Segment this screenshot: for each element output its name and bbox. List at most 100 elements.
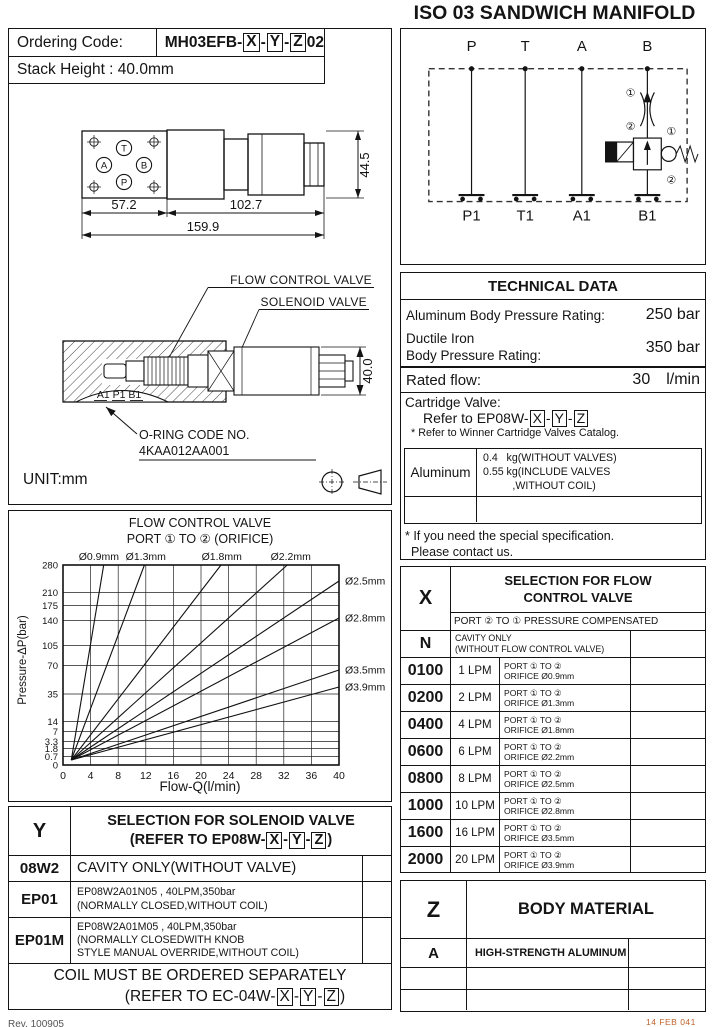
technical-data-box: TECHNICAL DATA Aluminum Body Pressure Ra… (400, 272, 706, 560)
chart-subtitle: PORT ① TO ② (ORIFICE) (126, 532, 274, 546)
flow-table-row: 1600 16 LPM PORT ① TO ② ORIFICE Ø3.5mm (401, 819, 705, 846)
schematic-port-t1: T1 (516, 208, 533, 224)
svg-text:280: 280 (42, 561, 58, 572)
flow-lpm: 16 LPM (451, 820, 500, 846)
svg-text:Ø3.9mm: Ø3.9mm (345, 682, 386, 694)
body-material-empty-row (401, 989, 705, 1010)
section-drawing: FLOW CONTROL VALVE SOLENOID VALVE (62, 273, 375, 461)
solenoid-valve-symbol (605, 137, 699, 171)
flow-lpm: 8 LPM (451, 766, 500, 792)
port-markers (95, 139, 153, 191)
special-spec-note: * If you need the special specification.… (405, 529, 615, 560)
schematic-port-b: B (642, 39, 652, 55)
chart-x-axis-label: Flow-Q(l/min) (159, 779, 241, 794)
solenoid-valve-label: SOLENOID VALVE (261, 295, 367, 309)
flow-desc: PORT ① TO ② ORIFICE Ø0.9mm (500, 658, 631, 684)
flow-desc: PORT ① TO ② ORIFICE Ø1.3mm (500, 685, 631, 711)
circled-2: ② (666, 175, 676, 187)
flow-code: 0800 (401, 766, 451, 792)
svg-text:105: 105 (42, 641, 58, 652)
flow-chart-box: FLOW CONTROL VALVE PORT ① TO ② (ORIFICE)… (8, 510, 392, 802)
body-code-header: Z (401, 881, 467, 938)
port-label-a: A (101, 160, 108, 171)
flow-desc: PORT ① TO ② ORIFICE Ø3.5mm (500, 820, 631, 846)
svg-text:Ø2.8mm: Ø2.8mm (345, 613, 386, 625)
flow-desc: PORT ① TO ② ORIFICE Ø2.5mm (500, 766, 631, 792)
svg-text:7: 7 (53, 727, 58, 738)
svg-text:28: 28 (250, 770, 262, 782)
flow-control-valve-label: FLOW CONTROL VALVE (230, 273, 372, 287)
flow-lpm: 4 LPM (451, 712, 500, 738)
flow-desc: CAVITY ONLY (WITHOUT FLOW CONTROL VALVE) (451, 631, 631, 657)
svg-text:Ø2.5mm: Ø2.5mm (345, 576, 386, 588)
flow-table-header: X SELECTION FOR FLOW CONTROL VALVE PORT … (401, 567, 705, 630)
svg-text:16: 16 (168, 770, 180, 782)
pressure-flow-chart: 0 4 8 12 16 20 24 28 32 36 40280210175140105703514… (42, 551, 386, 782)
solenoid-table-title: SELECTION FOR SOLENOID VALVE (REFER TO E… (107, 813, 355, 850)
circled-2: ② (626, 121, 636, 133)
flow-desc: PORT ① TO ② ORIFICE Ø2.2mm (500, 739, 631, 765)
weight-material: Aluminum (405, 449, 477, 496)
svg-text:1.8: 1.8 (45, 744, 58, 755)
aluminum-pressure-label: Aluminum Body Pressure Rating: (406, 307, 605, 323)
svg-text:14: 14 (47, 717, 58, 728)
cartridge-valve-block: Cartridge Valve: Refer to EP08W- X - Y - Z * … (401, 393, 705, 448)
flow-lpm: 10 LPM (451, 793, 500, 819)
oring-code-number: 4KAA012AA001 (139, 444, 229, 458)
solenoid-desc: EP08W2A01M05 , 40LPM,350bar (NORMALLY CLO… (71, 918, 363, 963)
section-ports-label: A1 P1 B1 (97, 389, 142, 401)
flow-lpm: 1 LPM (451, 658, 500, 684)
rated-flow-row: Rated flow: 30 l/min (401, 368, 705, 393)
svg-text:175: 175 (42, 601, 58, 612)
ordering-code-suffix: 02 (306, 33, 324, 51)
body-material-desc: HIGH-STRENGTH ALUMINUM (467, 939, 629, 967)
svg-text:24: 24 (223, 770, 235, 782)
port-label-t: T (121, 143, 127, 154)
ordering-code-row: Ordering Code: MH03EFB- X - Y - Z 02 (9, 29, 325, 57)
chart-y-axis-label: Pressure-ΔP(bar) (17, 615, 29, 705)
technical-data-header: TECHNICAL DATA (401, 273, 705, 300)
flow-table-row-n: N CAVITY ONLY (WITHOUT FLOW CONTROL VALVE… (401, 630, 705, 657)
rated-flow-unit: l/min (666, 371, 700, 388)
dim-mid: 102.7 (230, 197, 263, 212)
weight-table: Aluminum 0.4 kg(WITHOUT VALVES) 0.55 kg(I… (404, 448, 702, 524)
flow-code: 0100 (401, 658, 451, 684)
pressure-rating-aluminum-row: Aluminum Body Pressure Rating: 250 bar (401, 300, 705, 330)
solenoid-code: 08W2 (9, 856, 71, 881)
mounting-holes (87, 135, 161, 194)
svg-text:Ø1.8mm: Ø1.8mm (202, 551, 243, 563)
height-dim-40 (321, 346, 366, 396)
rated-flow-value: 30 (632, 371, 651, 388)
section-dim-height: 40.0 (360, 358, 375, 383)
flow-lpm: 6 LPM (451, 739, 500, 765)
solenoid-desc: CAVITY ONLY(WITHOUT VALVE) (71, 856, 363, 881)
flow-code: N (401, 631, 451, 657)
code-x-box: X (243, 33, 260, 52)
flow-table-row: 0100 1 LPM PORT ① TO ② ORIFICE Ø0.9mm (401, 657, 705, 684)
svg-text:4: 4 (88, 770, 94, 782)
flow-table-row: 2000 20 LPM PORT ① TO ② ORIFICE Ø3.9mm (401, 846, 705, 873)
flow-table-row: 0600 6 LPM PORT ① TO ② ORIFICE Ø2.2mm (401, 738, 705, 765)
svg-text:0: 0 (53, 761, 58, 772)
body-material-empty-row (401, 967, 705, 989)
flow-code: 0200 (401, 685, 451, 711)
schematic-port-a1: A1 (573, 208, 591, 224)
hydraulic-schematic: P T A B ① ② (428, 39, 699, 224)
weight-values: 0.4 kg(WITHOUT VALVES) 0.55 kg(INCLUDE VA… (483, 452, 617, 492)
flow-table-title: SELECTION FOR FLOW CONTROL VALVE (504, 573, 652, 605)
schematic-port-p: P (467, 39, 477, 55)
aluminum-pressure-value: 250 bar (645, 306, 700, 323)
flow-desc: PORT ① TO ② ORIFICE Ø1.8mm (500, 712, 631, 738)
port-label-b: B (141, 160, 147, 171)
svg-text:0.7: 0.7 (45, 752, 58, 763)
oring-code-label: O-RING CODE NO. (139, 428, 249, 442)
flow-code: 2000 (401, 847, 451, 873)
body-material-code: A (401, 939, 467, 967)
cartridge-note: * Refer to Winner Cartridge Valves Catal… (411, 426, 620, 439)
schematic-port-a: A (577, 39, 587, 55)
cartridge-refer-line: Refer to EP08W- X - Y - Z (405, 410, 705, 427)
flow-code-header: X (401, 567, 451, 630)
schematic-port-t: T (521, 39, 530, 55)
solenoid-code: EP01 (9, 882, 71, 917)
